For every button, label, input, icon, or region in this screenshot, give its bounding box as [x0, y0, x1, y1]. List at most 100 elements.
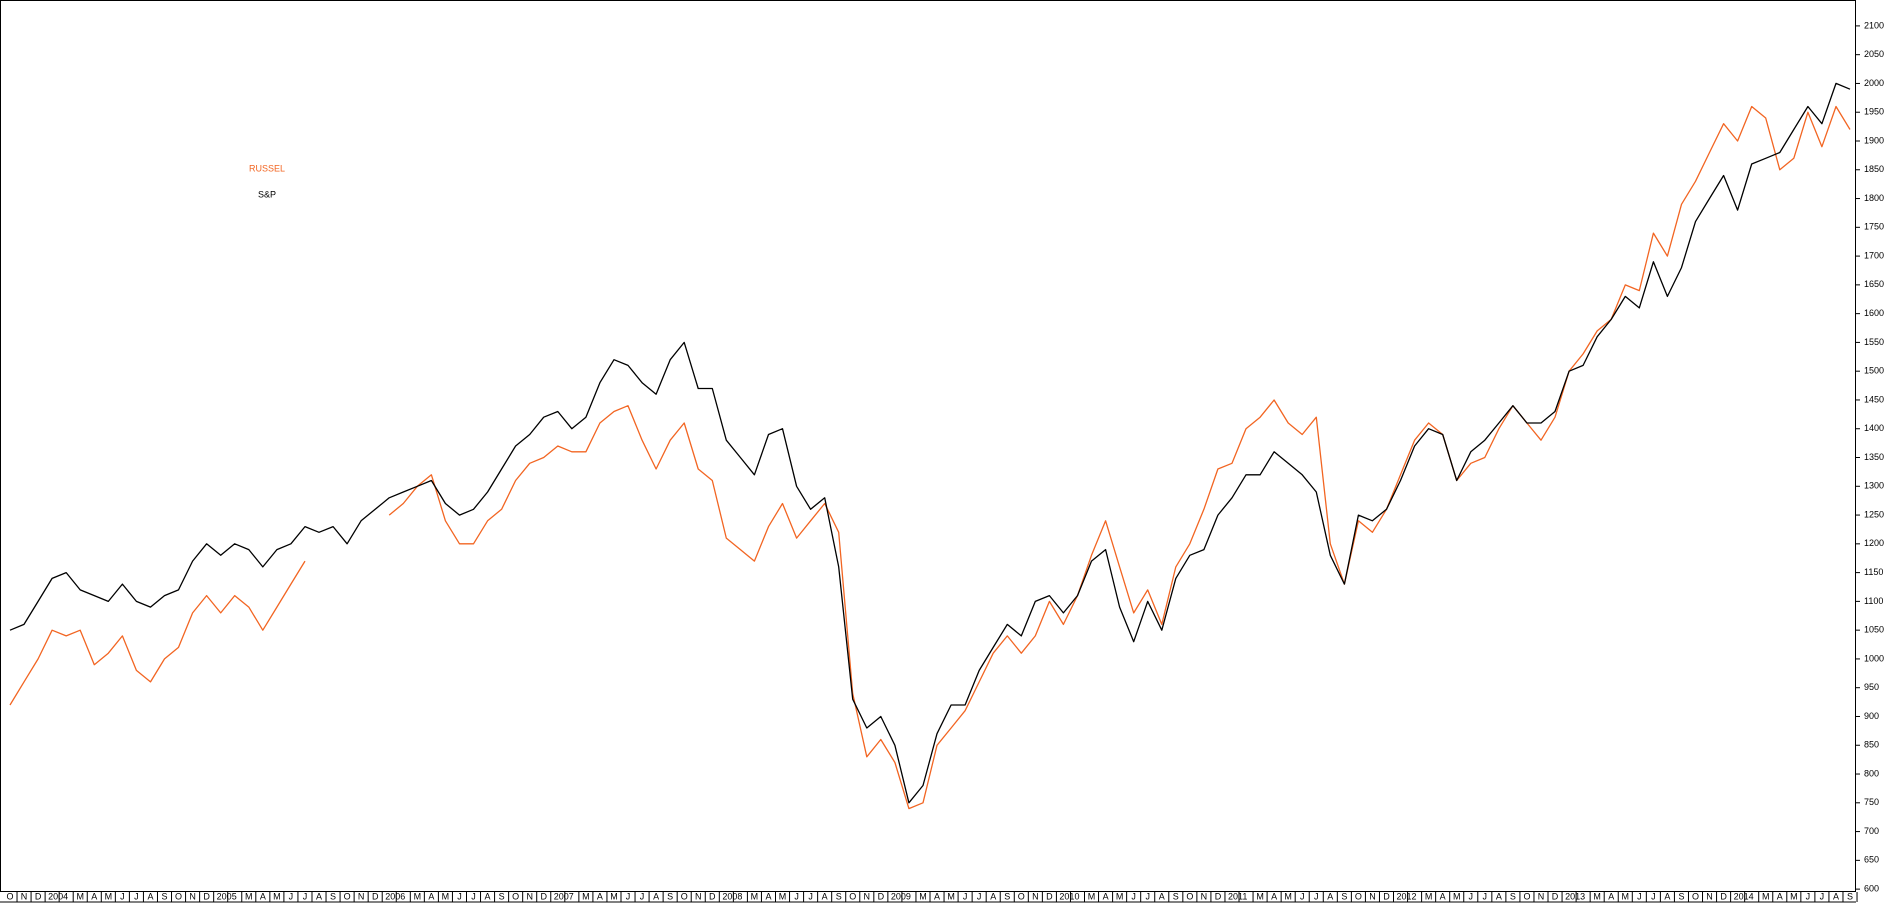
x-tick-label: M	[947, 891, 955, 901]
x-tick-label: J	[1314, 891, 1319, 901]
y-tick-label: 1450	[1864, 394, 1884, 404]
series-line	[388, 105, 1851, 810]
x-tick-label: J	[471, 891, 476, 901]
x-tick-label: 2007	[554, 891, 574, 901]
y-tick-label: 1150	[1864, 567, 1883, 577]
y-tick-label: 1250	[1864, 509, 1884, 519]
x-tick-label: D	[540, 891, 547, 901]
y-tick-label: 1600	[1864, 308, 1884, 318]
x-tick-label: J	[808, 891, 813, 901]
x-tick-label: A	[1833, 891, 1839, 901]
x-tick-label: D	[1720, 891, 1727, 901]
x-tick-label: J	[457, 891, 462, 901]
x-tick-label: A	[260, 891, 266, 901]
x-tick-label: N	[526, 891, 533, 901]
x-tick-label: D	[372, 891, 379, 901]
x-tick-label: M	[1284, 891, 1292, 901]
x-tick-label: M	[414, 891, 422, 901]
x-tick-label: A	[1271, 891, 1277, 901]
x-tick-label: M	[1622, 891, 1630, 901]
x-tick-label: A	[1777, 891, 1783, 901]
x-tick-label: M	[751, 891, 759, 901]
y-tick-label: 800	[1864, 768, 1879, 778]
y-tick-label: 1300	[1864, 481, 1884, 491]
x-tick-label: D	[1215, 891, 1222, 901]
x-tick-label: S	[1847, 891, 1853, 901]
y-tick-label: 1850	[1864, 164, 1884, 174]
x-tick-label: N	[189, 891, 196, 901]
y-tick-label: 1700	[1864, 250, 1884, 260]
x-tick-label: S	[1004, 891, 1010, 901]
x-tick-label: M	[1453, 891, 1461, 901]
x-tick-label: D	[878, 891, 885, 901]
x-tick-label: N	[358, 891, 365, 901]
x-tick-label: A	[1496, 891, 1502, 901]
x-tick-label: S	[1678, 891, 1684, 901]
x-tick-label: 2014	[1734, 891, 1754, 901]
x-tick-label: J	[289, 891, 294, 901]
y-tick-label: 700	[1864, 826, 1879, 836]
plot-frame	[0, 0, 1856, 892]
x-tick-label: J	[977, 891, 982, 901]
x-tick-label: M	[76, 891, 84, 901]
x-tick-label: M	[1116, 891, 1124, 901]
y-tick-label: 1550	[1864, 337, 1884, 347]
y-tick-label: 850	[1864, 740, 1879, 750]
y-tick-label: 750	[1864, 797, 1879, 807]
x-tick-label: D	[1383, 891, 1390, 901]
x-tick-label: M	[1762, 891, 1770, 901]
x-tick-label: S	[667, 891, 673, 901]
x-tick-label: A	[934, 891, 940, 901]
y-tick-label: 1750	[1864, 222, 1884, 232]
x-tick-label: D	[709, 891, 716, 901]
x-tick-label: J	[1145, 891, 1150, 901]
y-tick-label: 1100	[1864, 596, 1883, 606]
x-tick-label: O	[681, 891, 688, 901]
x-tick-label: S	[1173, 891, 1179, 901]
x-tick-label: N	[695, 891, 702, 901]
y-tick-label: 600	[1864, 883, 1879, 893]
x-tick-label: A	[1664, 891, 1670, 901]
x-tick-label: M	[1088, 891, 1096, 901]
x-tick-label: S	[330, 891, 336, 901]
x-tick-label: O	[1692, 891, 1699, 901]
x-tick-label: N	[1201, 891, 1208, 901]
x-tick-label: M	[105, 891, 113, 901]
x-tick-label: O	[1186, 891, 1193, 901]
x-tick-label: A	[147, 891, 153, 901]
x-tick-label: J	[120, 891, 125, 901]
x-tick-label: A	[428, 891, 434, 901]
x-tick-label: A	[653, 891, 659, 901]
x-tick-label: J	[626, 891, 631, 901]
y-tick-label: 1900	[1864, 135, 1884, 145]
x-tick-label: O	[344, 891, 351, 901]
x-tick-label: J	[134, 891, 139, 901]
x-tick-label: D	[1552, 891, 1559, 901]
x-tick-label: 2010	[1059, 891, 1079, 901]
x-tick-label: M	[273, 891, 281, 901]
x-tick-label: M	[1425, 891, 1433, 901]
y-tick-label: 2050	[1864, 49, 1884, 59]
x-tick-label: J	[1806, 891, 1811, 901]
x-tick-label: J	[1483, 891, 1488, 901]
x-tick-label: A	[1440, 891, 1446, 901]
x-tick-label: D	[203, 891, 210, 901]
y-tick-label: 950	[1864, 682, 1879, 692]
x-tick-label: J	[1300, 891, 1305, 901]
legend-label: RUSSEL	[249, 163, 285, 173]
y-tick-label: 1000	[1864, 653, 1884, 663]
x-tick-label: 2008	[722, 891, 742, 901]
y-tick-label: 1650	[1864, 279, 1884, 289]
x-tick-label: D	[35, 891, 42, 901]
x-tick-label: M	[582, 891, 590, 901]
x-tick-label: O	[512, 891, 519, 901]
x-tick-label: D	[1046, 891, 1053, 901]
x-tick-label: A	[1103, 891, 1109, 901]
x-tick-label: N	[1369, 891, 1376, 901]
x-tick-label: 2009	[891, 891, 911, 901]
x-tick-label: M	[919, 891, 927, 901]
y-tick-label: 650	[1864, 855, 1879, 865]
x-tick-label: A	[765, 891, 771, 901]
